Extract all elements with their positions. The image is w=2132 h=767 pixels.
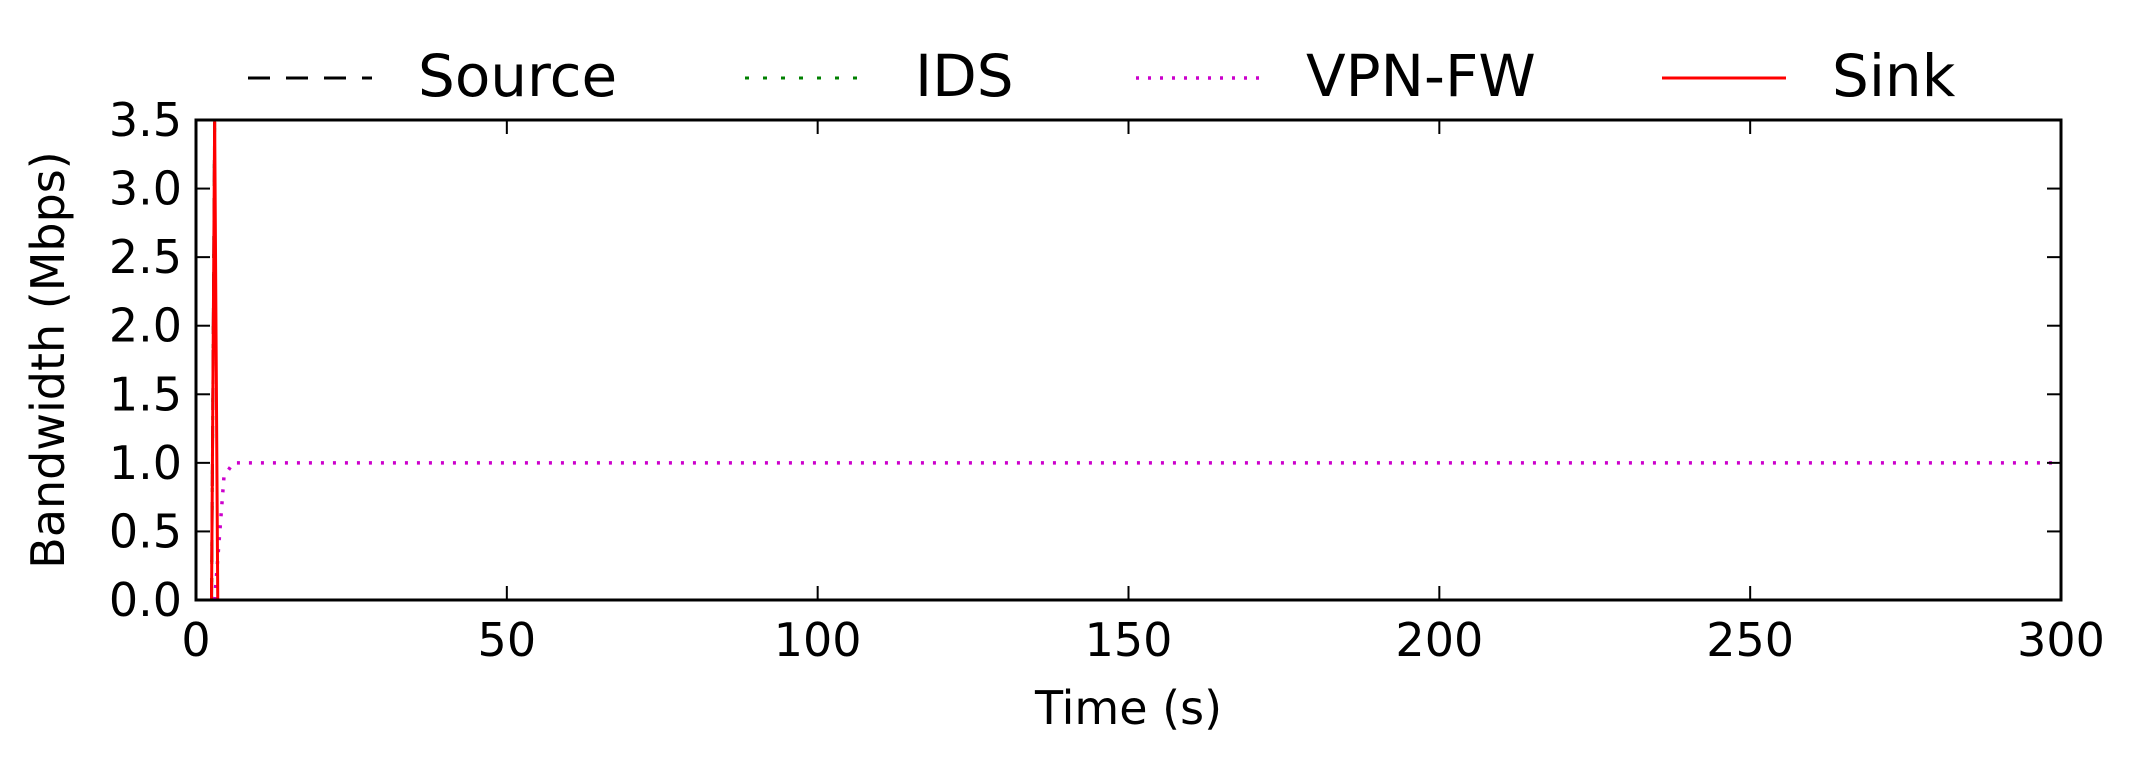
legend-label: Source xyxy=(418,42,617,110)
x-axis-label: Time (s) xyxy=(1034,681,1222,735)
axes: 0 50 100 150 200 250 300 0.0 0.5 1.0 1.5 2.0 2.5 3.0 3… xyxy=(109,93,2105,667)
y-tick-label: 0.0 xyxy=(109,573,182,627)
x-tick-label: 50 xyxy=(478,613,537,667)
legend-label: Sink xyxy=(1832,42,1956,110)
y-tick-label: 3.5 xyxy=(109,93,182,147)
y-tick-label: 3.0 xyxy=(109,162,182,216)
x-tick-label: 0 xyxy=(181,613,210,667)
x-tick-label: 250 xyxy=(1706,613,1794,667)
y-tick-label: 2.0 xyxy=(109,299,182,353)
legend-label: IDS xyxy=(915,42,1014,110)
y-tick-label: 0.5 xyxy=(109,504,182,558)
x-tick-label: 100 xyxy=(774,613,862,667)
x-tick-label: 300 xyxy=(2017,613,2105,667)
y-tick-label: 2.5 xyxy=(109,230,182,284)
y-tick-label: 1.0 xyxy=(109,436,182,490)
legend: Source IDS VPN-FW Sink xyxy=(248,42,1956,110)
x-tick-label: 150 xyxy=(1085,613,1173,667)
legend-label: VPN-FW xyxy=(1306,42,1536,110)
y-tick-label: 1.5 xyxy=(109,367,182,421)
x-tick-label: 200 xyxy=(1395,613,1483,667)
y-axis-label: Bandwidth (Mbps) xyxy=(21,151,75,568)
